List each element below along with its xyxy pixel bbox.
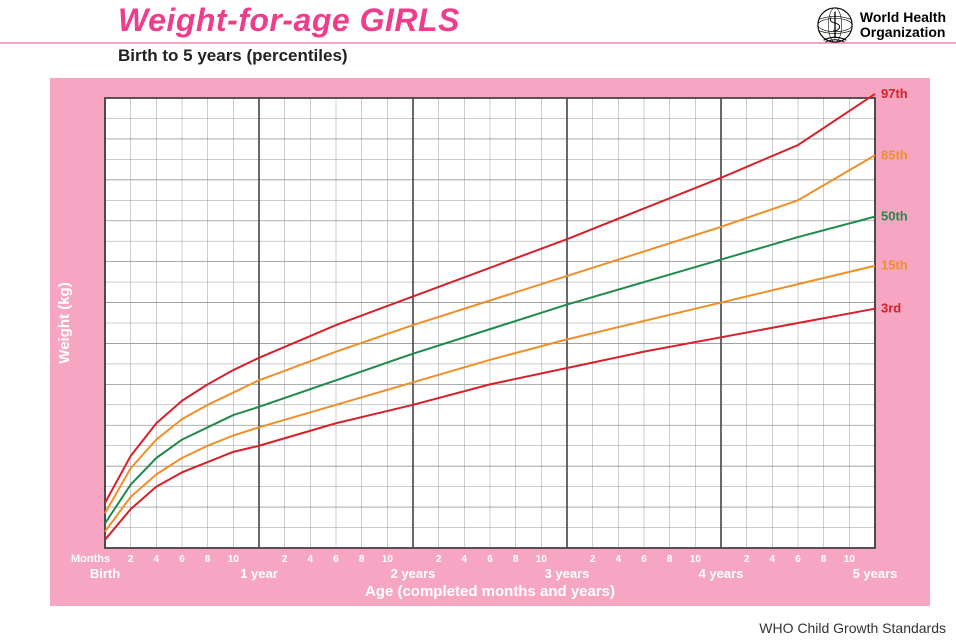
svg-text:10: 10 [382,554,394,565]
svg-text:4: 4 [462,554,468,565]
svg-text:2 years: 2 years [391,566,436,581]
svg-text:6: 6 [179,554,185,565]
percentile-label-85th: 85th [881,147,908,162]
svg-text:10: 10 [883,377,897,391]
svg-text:16: 16 [84,255,98,269]
svg-text:Weight (kg): Weight (kg) [56,282,73,363]
chart-subtitle: Birth to 5 years (percentiles) [118,46,348,66]
svg-text:Birth: Birth [90,566,120,581]
svg-text:6: 6 [487,554,493,565]
svg-text:6: 6 [883,459,890,473]
svg-text:2: 2 [883,541,890,555]
svg-text:6: 6 [641,554,647,565]
svg-text:22: 22 [84,132,98,146]
svg-text:8: 8 [513,554,519,565]
svg-text:4: 4 [154,554,160,565]
svg-text:18: 18 [84,214,98,228]
svg-text:8: 8 [883,418,890,432]
percentile-label-15th: 15th [881,258,908,273]
svg-text:Months: Months [71,553,110,565]
svg-text:12: 12 [883,336,897,350]
svg-text:20: 20 [84,173,98,187]
svg-text:2: 2 [590,554,596,565]
svg-text:10: 10 [84,377,98,391]
svg-text:5 years: 5 years [853,566,898,581]
svg-text:4 years: 4 years [699,566,744,581]
svg-text:10: 10 [228,554,240,565]
svg-text:8: 8 [359,554,365,565]
who-line2: Organization [860,25,946,40]
svg-text:8: 8 [90,418,97,432]
svg-text:12: 12 [84,336,98,350]
svg-text:4: 4 [770,554,776,565]
svg-text:2: 2 [744,554,750,565]
svg-text:8: 8 [821,554,827,565]
percentile-label-50th: 50th [881,209,908,224]
who-org-name: World Health Organization [860,10,946,39]
who-emblem-icon [816,6,854,44]
header-underline [0,42,956,44]
svg-text:24: 24 [84,91,98,105]
svg-text:3 years: 3 years [545,566,590,581]
svg-text:10: 10 [844,554,856,565]
footer-text: WHO Child Growth Standards [759,620,946,636]
svg-text:6: 6 [333,554,339,565]
growth-chart: 2244668810101212141416161818202022222424… [50,78,930,606]
svg-text:4: 4 [308,554,314,565]
who-logo: World Health Organization [816,6,946,44]
svg-text:20: 20 [883,173,897,187]
percentile-label-3rd: 3rd [881,301,901,316]
svg-text:4: 4 [616,554,622,565]
svg-text:1 year: 1 year [240,566,278,581]
svg-text:14: 14 [84,296,98,310]
svg-text:2: 2 [436,554,442,565]
chart-frame: 2244668810101212141416161818202022222424… [50,78,930,606]
svg-text:6: 6 [795,554,801,565]
svg-text:8: 8 [205,554,211,565]
svg-text:4: 4 [90,500,97,514]
percentile-label-97th: 97th [881,86,908,101]
svg-text:2: 2 [128,554,134,565]
svg-text:10: 10 [690,554,702,565]
chart-title: Weight-for-age GIRLS [118,2,460,39]
svg-text:10: 10 [536,554,548,565]
svg-text:4: 4 [883,500,890,514]
svg-text:2: 2 [282,554,288,565]
svg-text:8: 8 [667,554,673,565]
svg-text:22: 22 [883,132,897,146]
svg-text:6: 6 [90,459,97,473]
who-line1: World Health [860,10,946,25]
svg-text:Age (completed months and year: Age (completed months and years) [365,583,615,600]
